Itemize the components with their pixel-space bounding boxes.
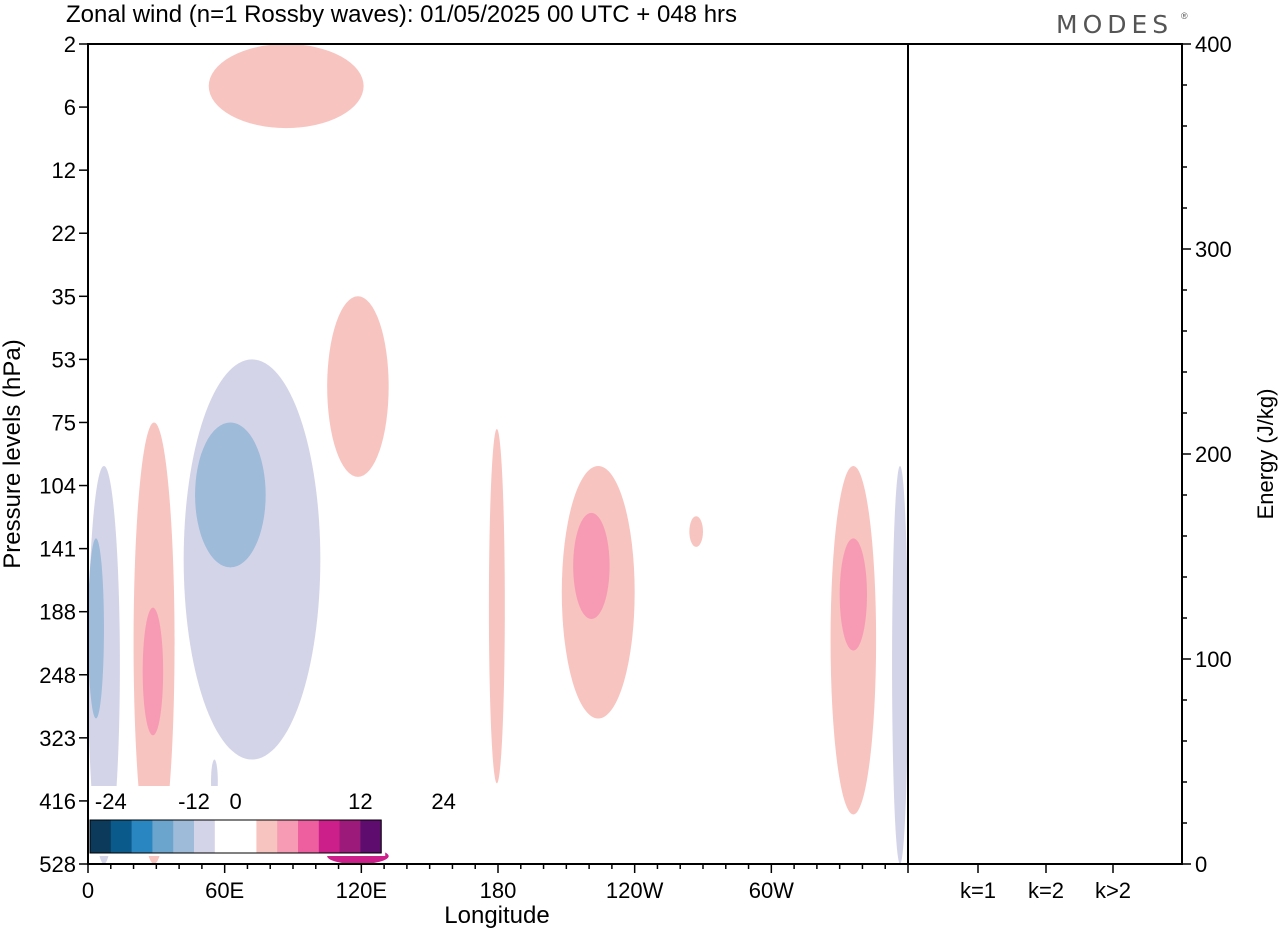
- contour-positive: [488, 428, 505, 784]
- y-tick-label: 53: [52, 347, 76, 372]
- contour-negative: [183, 359, 321, 760]
- colorbar-swatch: [214, 820, 236, 853]
- colorbar-swatch: [318, 820, 340, 853]
- y-tick-label: 75: [52, 410, 76, 435]
- y-tick-label: 6: [64, 95, 76, 120]
- colorbar-swatch: [298, 820, 320, 853]
- colorbar-label: -12: [178, 789, 210, 814]
- x-axis-ticks: 0 60E 120E 180 120W 60W: [82, 864, 909, 903]
- wavenumber-label: k=1: [960, 878, 996, 903]
- y-tick-label: 104: [39, 474, 76, 499]
- contour-positive: [327, 296, 389, 477]
- colorbar-swatch: [277, 820, 299, 853]
- y-tick-label: 12: [52, 158, 76, 183]
- colorbar-swatch: [339, 820, 361, 853]
- colorbar-frame: [89, 819, 382, 854]
- colorbar-swatch: [90, 820, 112, 853]
- colorbar-label: 12: [348, 789, 372, 814]
- contour-positive: [689, 516, 704, 547]
- contour-field: [88, 44, 908, 864]
- x-tick-label: 180: [480, 878, 517, 903]
- wavenumber-ticks: k=1 k=2 k>2: [960, 864, 1131, 903]
- y-tick-label: 35: [52, 284, 76, 309]
- energy-tick-label: 400: [1195, 32, 1232, 57]
- wavenumber-label: k=2: [1028, 878, 1064, 903]
- contour-positive: [839, 538, 867, 651]
- y-tick-label: 188: [39, 600, 76, 625]
- energy-axis-ticks: 0 100 200 300 400: [1182, 32, 1232, 877]
- contour-negative: [195, 422, 266, 568]
- y-axis-ticks: 2 6 12 22 35 53 75 104 141 188 248 323 416 528: [39, 32, 88, 877]
- colorbar-swatch: [194, 820, 216, 853]
- colorbar-swatch: [152, 820, 174, 853]
- x-tick-label: 0: [82, 878, 94, 903]
- contour-negative: [88, 538, 104, 719]
- x-axis-label: Longitude: [444, 902, 549, 929]
- energy-panel-frame: [907, 43, 1183, 865]
- chart-title: Zonal wind (n=1 Rossby waves): 01/05/202…: [66, 1, 737, 28]
- colorbar-swatch: [235, 820, 257, 853]
- colorbar-swatch: [110, 820, 132, 853]
- contour-positive: [142, 607, 164, 736]
- y-tick-label: 528: [39, 852, 76, 877]
- contour-positive: [208, 44, 364, 129]
- y-tick-label: 22: [52, 221, 76, 246]
- modes-logo: MODES: [1056, 10, 1173, 39]
- energy-tick-label: 200: [1195, 442, 1232, 467]
- colorbar: -24 -12 0 12 24: [88, 786, 456, 856]
- colorbar-swatch: [173, 820, 195, 853]
- colorbar-label: 24: [431, 789, 455, 814]
- energy-tick-label: 100: [1195, 647, 1232, 672]
- y-tick-label: 141: [39, 537, 76, 562]
- x-tick-label: 60W: [749, 878, 794, 903]
- contour-positive: [573, 512, 610, 620]
- colorbar-swatch: [131, 820, 153, 853]
- wavenumber-label: k>2: [1095, 878, 1131, 903]
- y-tick-label: 2: [64, 32, 76, 57]
- energy-tick-label: 0: [1195, 852, 1207, 877]
- colorbar-label: -24: [95, 789, 127, 814]
- y-tick-label: 248: [39, 663, 76, 688]
- colorbar-swatch: [360, 820, 382, 853]
- x-tick-label: 120W: [606, 878, 664, 903]
- modes-logo-mark: ®: [1181, 11, 1188, 21]
- y-tick-label: 323: [39, 726, 76, 751]
- energy-axis-label: Energy (J/kg): [1253, 389, 1278, 520]
- energy-tick-label: 300: [1195, 237, 1232, 262]
- colorbar-label: 0: [229, 789, 241, 814]
- y-tick-label: 416: [39, 789, 76, 814]
- x-tick-label: 60E: [205, 878, 244, 903]
- contour-negative: [892, 465, 908, 864]
- x-tick-label: 120E: [336, 878, 387, 903]
- colorbar-swatch: [256, 820, 278, 853]
- y-axis-label: Pressure levels (hPa): [0, 339, 26, 568]
